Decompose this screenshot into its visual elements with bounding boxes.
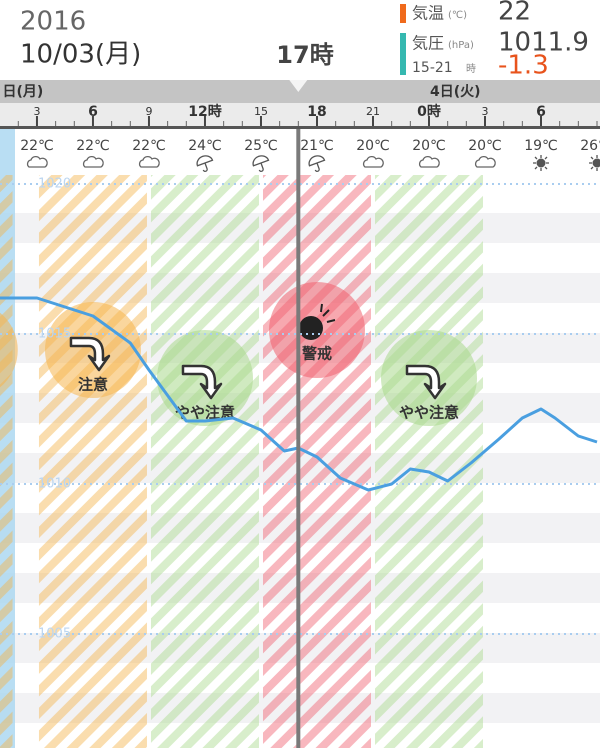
- day-label: 日(月): [2, 84, 43, 100]
- temperature: 19℃: [524, 138, 558, 154]
- ruler-label: 6: [88, 104, 98, 120]
- day-label: 4日(火): [430, 84, 481, 100]
- umbrella-icon: [196, 155, 214, 172]
- ruler-label: 3: [482, 105, 489, 118]
- pressure-value: 1011.9: [498, 28, 589, 58]
- header-bg: [0, 0, 600, 80]
- arrow-icon: [405, 364, 447, 400]
- temperature: 26℃: [580, 138, 600, 154]
- ruler: [0, 103, 600, 128]
- temperature: 22℃: [20, 138, 54, 154]
- change-unit: 時: [466, 63, 476, 75]
- temperature: 20℃: [356, 138, 390, 154]
- bomb-spark: [319, 303, 336, 323]
- weather-icon: [308, 155, 326, 172]
- temperature: 25℃: [244, 138, 278, 154]
- weather-icon: [474, 155, 496, 168]
- cloud-icon: [362, 155, 384, 168]
- day-bar: [0, 80, 600, 103]
- risk-label: やや注意: [399, 404, 459, 422]
- weather-icon: [362, 155, 384, 168]
- ruler-label: 9: [145, 105, 152, 118]
- temp-unit: (℃): [448, 10, 467, 21]
- ruler-label: 3: [33, 105, 40, 118]
- temp-value: 22: [498, 0, 531, 27]
- weather-icon: [533, 155, 550, 171]
- weather-icon: [252, 155, 270, 172]
- change-value: -1.3: [498, 51, 549, 81]
- pressure-swatch: [400, 33, 406, 75]
- change-range: 15-21: [412, 60, 453, 76]
- weather-icon: [196, 155, 214, 172]
- risk-label: 警戒: [301, 345, 332, 363]
- pressure-label: 気圧: [412, 34, 444, 53]
- risk-label: 注意: [78, 376, 108, 394]
- risk-band: [38, 175, 147, 748]
- arrow-icon: [181, 364, 223, 400]
- risk-glow: [156, 330, 253, 426]
- weather-icon: [589, 155, 600, 171]
- cloud-icon: [82, 155, 104, 168]
- now-label: 17時: [276, 41, 333, 69]
- risk-band: [262, 175, 371, 748]
- temperature: 24℃: [188, 138, 222, 154]
- temperature: 22℃: [132, 138, 166, 154]
- sun-icon: [536, 158, 546, 168]
- risk-band: [150, 175, 259, 748]
- plot-area: 注意注意やや注意警戒やや注意1005101010151020: [0, 128, 600, 748]
- arrow-icon: [69, 336, 111, 372]
- risk-band: [0, 175, 13, 748]
- ruler-border: [0, 126, 600, 129]
- year: 2016: [20, 7, 86, 37]
- now-marker: [289, 80, 308, 92]
- bomb-icon: [298, 316, 323, 340]
- ruler-label: 18: [307, 104, 326, 120]
- temp-swatch: [400, 4, 406, 23]
- ruler-label: 0時: [417, 103, 441, 120]
- ruler-label: 15: [254, 105, 268, 118]
- y-tick-label: 1005: [38, 627, 71, 642]
- pressure-unit: (hPa): [448, 40, 474, 51]
- risk-band: [374, 175, 484, 748]
- cloud-icon: [26, 155, 48, 168]
- ruler-label: 21: [366, 105, 380, 118]
- weather-icon: [418, 155, 440, 168]
- pressure-line: [0, 296, 598, 492]
- temperature: 20℃: [468, 138, 502, 154]
- y-tick-label: 1020: [38, 177, 71, 192]
- temperature: 20℃: [412, 138, 446, 154]
- risk-label: やや注意: [175, 404, 235, 422]
- ruler-label: 6: [536, 104, 546, 120]
- risk-glow: [44, 302, 141, 398]
- umbrella-icon: [308, 155, 326, 172]
- cloud-icon: [418, 155, 440, 168]
- y-tick-label: 1010: [38, 477, 71, 492]
- sun-rays: [533, 155, 550, 171]
- weather-icon: [82, 155, 104, 168]
- temperature: 21℃: [300, 138, 334, 154]
- top-area: 2016 10/03(月) 17時 気温 (℃) 22 気圧 (hPa) 101…: [0, 0, 600, 172]
- temp-label: 気温: [412, 4, 444, 23]
- cloud-icon: [138, 155, 160, 168]
- date: 10/03(月): [20, 40, 141, 70]
- weather-icon: [138, 155, 160, 168]
- temperature: 22℃: [76, 138, 110, 154]
- risk-glow: [0, 312, 18, 388]
- sun-icon: [592, 158, 600, 168]
- ruler-label: 12時: [188, 103, 221, 120]
- weather-icon: [26, 155, 48, 168]
- y-tick-label: 1015: [38, 327, 71, 342]
- risk-glow: [380, 330, 477, 426]
- sun-rays: [589, 155, 598, 171]
- umbrella-icon: [252, 155, 270, 172]
- cloud-icon: [474, 155, 496, 168]
